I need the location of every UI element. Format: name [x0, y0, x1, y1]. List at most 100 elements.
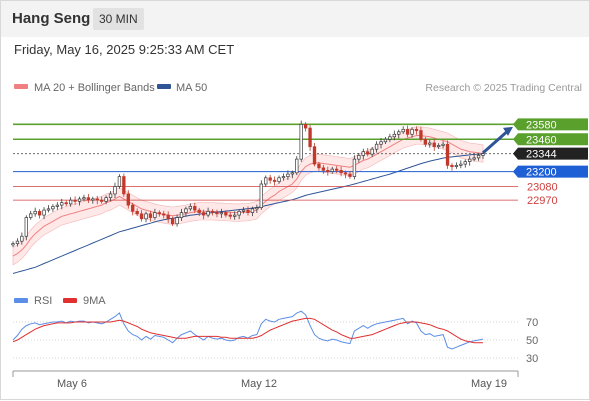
candle-body: [29, 213, 33, 218]
x-tick-label: May 19: [471, 378, 507, 390]
candle-body: [339, 169, 343, 174]
candle-body: [170, 218, 175, 225]
rsi-tick-70: 70: [526, 317, 538, 329]
candle-body: [361, 151, 365, 156]
candle-body: [184, 208, 188, 213]
legend-rsi-swatch: [14, 298, 28, 303]
candle-body: [197, 209, 201, 213]
candle-body: [268, 177, 272, 181]
candle-body: [228, 214, 232, 217]
bollinger-band: [12, 126, 484, 266]
legend-bollinger-label: MA 20 + Bollinger Bands: [34, 82, 155, 94]
candle-body: [246, 209, 250, 213]
candle-body: [73, 199, 77, 202]
candle-body: [463, 161, 467, 165]
candle-body: [272, 179, 277, 182]
candle-body: [144, 213, 148, 220]
candle-body: [33, 210, 37, 215]
level-tag-23344: [513, 147, 588, 160]
candle-body: [241, 209, 246, 212]
candle-body: [321, 167, 326, 171]
candle-body: [237, 210, 241, 216]
candle-body: [91, 198, 95, 201]
rsi-tick-30: 30: [526, 353, 538, 365]
candle-body: [157, 212, 161, 215]
legend-ma50-swatch: [157, 84, 171, 89]
candle-body: [468, 158, 472, 162]
rsi-tick-50: 50: [526, 335, 538, 347]
candle-body: [357, 155, 361, 160]
candle-body: [233, 214, 237, 217]
x-axis: May 6 May 12 May 19: [12, 370, 519, 390]
level-tag-23580: [513, 118, 588, 131]
candle-body: [117, 176, 122, 187]
candle-body: [330, 168, 334, 172]
candle-body: [326, 169, 330, 172]
candle-body: [277, 177, 281, 182]
candle-body: [454, 165, 459, 167]
candle-body: [286, 173, 290, 177]
candle-body: [348, 173, 352, 177]
candle-body: [210, 210, 215, 213]
candle-body: [11, 243, 15, 246]
candle-body: [281, 176, 286, 179]
header-bar: Hang Seng 30 MIN: [1, 1, 589, 37]
candle-body: [166, 214, 170, 220]
series-line-rsi: [12, 310, 484, 350]
datetime-label: Friday, May 16, 2025 9:25:33 AM CET: [14, 42, 235, 57]
x-tick-label: May 6: [57, 378, 87, 390]
candle-body: [86, 197, 91, 201]
legend-9ma-label: 9MA: [83, 295, 106, 307]
candle-body: [370, 148, 374, 155]
symbol-title: Hang Seng: [12, 10, 91, 27]
candle-body: [401, 128, 405, 133]
level-label-23344: 23344: [526, 149, 557, 161]
candle-body: [432, 142, 436, 148]
candle-body: [295, 158, 299, 174]
candle-body: [104, 197, 108, 202]
candle-body: [428, 142, 432, 145]
candle-body: [379, 141, 383, 145]
candle-body: [224, 212, 228, 216]
x-tick-label: May 12: [241, 378, 277, 390]
candle-body: [46, 208, 51, 211]
candle-body: [113, 186, 117, 195]
candle-body: [162, 213, 166, 216]
candle-body: [366, 151, 370, 155]
series-line-9ma: [12, 317, 483, 344]
candle-body: [335, 168, 339, 171]
level-label-23580: 23580: [526, 119, 557, 131]
forecast-arrow: [482, 128, 510, 155]
legend-ma50-label: MA 50: [176, 82, 207, 94]
candle-body: [42, 209, 46, 216]
candle-body: [64, 202, 68, 205]
candle-body: [188, 206, 193, 210]
candle-body: [472, 157, 476, 160]
candle-body: [383, 138, 388, 143]
candle-body: [423, 138, 428, 145]
copyright-label: Research © 2025 Trading Central: [425, 82, 582, 94]
candle-body: [20, 235, 24, 242]
candle-body: [55, 204, 60, 207]
candle-body: [126, 193, 130, 206]
candle-body: [135, 210, 139, 215]
interval-button[interactable]: 30 MIN: [93, 8, 144, 30]
candle-body: [312, 146, 317, 165]
candle-body: [108, 193, 113, 199]
legend-bollinger-swatch: [14, 84, 28, 89]
candle-body: [95, 198, 99, 201]
level-tag-23200: [513, 165, 588, 178]
forecast-arrow-head: [503, 126, 513, 136]
level-label-23200: 23200: [526, 167, 557, 179]
candle-body: [206, 210, 210, 216]
level-label-22970: 22970: [527, 195, 558, 207]
candle-body: [122, 176, 126, 195]
rsi-chart: 70 50 30: [12, 310, 538, 365]
candle-body: [259, 183, 263, 208]
candle-body: [388, 136, 392, 140]
candle-body: [15, 240, 20, 245]
candle-body: [60, 202, 64, 206]
candle-body: [450, 165, 454, 167]
candle-body: [255, 207, 259, 210]
candle-body: [175, 217, 179, 225]
